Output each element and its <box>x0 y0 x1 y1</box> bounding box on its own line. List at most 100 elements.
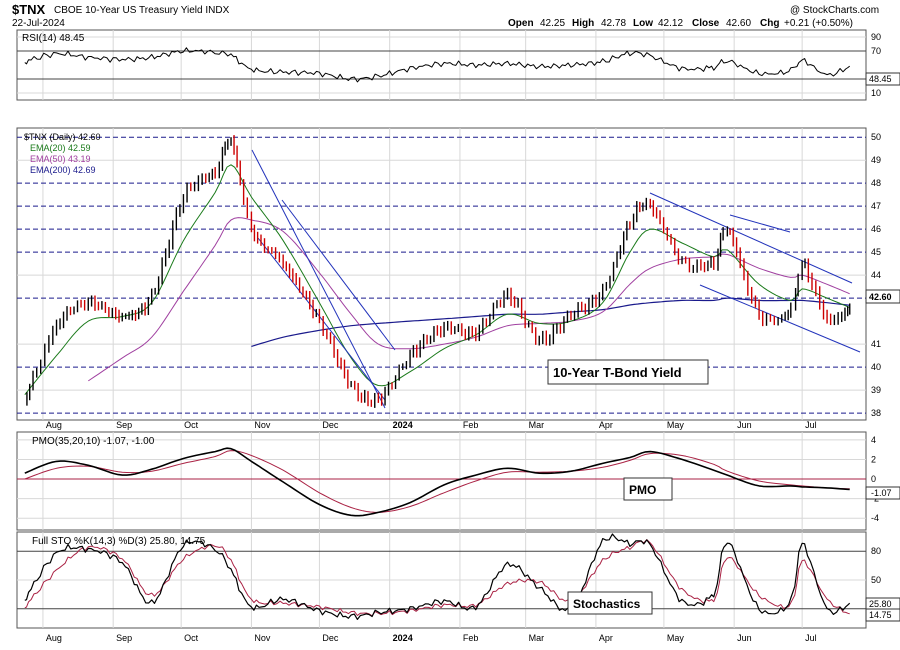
price-tick-label: 49 <box>871 155 881 165</box>
month-label: Oct <box>184 633 199 643</box>
month-label: Jun <box>737 633 752 643</box>
pmo-tick-label: 0 <box>871 474 876 484</box>
open-value: 42.25 <box>540 18 565 29</box>
month-label: Sep <box>116 420 132 430</box>
trend-line <box>257 237 386 401</box>
month-label: Dec <box>322 633 339 643</box>
high-label: High <box>572 18 594 29</box>
price-tick-label: 40 <box>871 362 881 372</box>
month-label: 2024 <box>393 420 413 430</box>
rsi-tick-label: 90 <box>871 32 881 42</box>
pmo-tick-label: -4 <box>871 513 879 523</box>
price-bars <box>26 135 851 408</box>
chg-value: +0.21 (+0.50%) <box>784 18 853 29</box>
close-label: Close <box>692 18 720 29</box>
rsi-label: RSI(14) 48.45 <box>22 33 85 44</box>
trend-line <box>729 214 791 233</box>
rsi-highlight-box <box>865 72 900 86</box>
price-tick-label: 41 <box>871 339 881 349</box>
month-label: Nov <box>254 633 271 643</box>
series-layer <box>24 47 861 621</box>
pmo-line <box>24 447 850 517</box>
legend-ema50: EMA(50) 43.19 <box>30 154 91 164</box>
price-highlight: 42.60 <box>869 292 892 302</box>
pmo-signal-line <box>24 450 850 513</box>
trend-line <box>699 284 861 353</box>
price-tick-label: 38 <box>871 408 881 418</box>
rsi-tick-label: 70 <box>871 46 881 56</box>
trend-line <box>649 192 853 284</box>
sto-annotation: Stochastics <box>573 597 641 611</box>
pmo-tick-label: 2 <box>871 454 876 464</box>
low-value: 42.12 <box>658 18 683 29</box>
high-value: 42.78 <box>601 18 626 29</box>
sto-tick-label: 80 <box>871 546 881 556</box>
legend-ema20: EMA(20) 42.59 <box>30 143 91 153</box>
month-label: Jul <box>805 633 817 643</box>
sto-d-highlight-box <box>865 608 900 622</box>
month-label: Aug <box>46 420 62 430</box>
price-panel-frame <box>16 127 867 421</box>
sto-k-highlight: 25.80 <box>869 599 892 609</box>
month-label: Dec <box>322 420 339 430</box>
month-label: 2024 <box>393 633 413 643</box>
ticker-symbol: $TNX <box>12 2 46 17</box>
price-tick-label: 48 <box>871 178 881 188</box>
month-label: Aug <box>46 633 62 643</box>
month-label: Feb <box>463 633 479 643</box>
gridlines <box>17 30 866 628</box>
copyright-text: @ StockCharts.com <box>790 5 879 16</box>
price-tick-label: 47 <box>871 201 881 211</box>
month-label: Jun <box>737 420 752 430</box>
low-label: Low <box>633 18 653 29</box>
legend-price: $TNX (Daily) 42.60 <box>24 132 101 142</box>
pmo-annotation-box <box>623 477 673 501</box>
ema200-line <box>251 297 850 347</box>
sto-d-highlight: 14.75 <box>869 610 892 620</box>
rsi-tick-label: 10 <box>871 88 881 98</box>
price-tick-label: 45 <box>871 247 881 257</box>
ema50-line <box>88 217 850 382</box>
sto-tick-label: 50 <box>871 575 881 585</box>
month-label: May <box>667 633 685 643</box>
price-annotation-box <box>547 359 709 385</box>
price-highlight-box <box>865 289 900 304</box>
pmo-highlight-box <box>865 486 900 500</box>
pmo-annotation: PMO <box>629 483 656 497</box>
price-tick-label: 46 <box>871 224 881 234</box>
price-tick-label: 39 <box>871 385 881 395</box>
price-tick-label: 50 <box>871 132 881 142</box>
open-label: Open <box>508 18 534 29</box>
rsi-line <box>24 47 851 83</box>
month-label: Nov <box>254 420 271 430</box>
legend-ema200: EMA(200) 42.69 <box>30 165 96 175</box>
sto-k-line <box>24 533 851 621</box>
trend-line <box>281 199 396 351</box>
sto-label: Full STO %K(14,3) %D(3) 25.80, 14.75 <box>32 536 206 547</box>
chart-date: 22-Jul-2024 <box>12 18 65 29</box>
month-label: Jul <box>805 420 817 430</box>
sto-annotation-box <box>567 591 653 615</box>
trend-line <box>251 149 386 409</box>
close-value: 42.60 <box>726 18 751 29</box>
month-label: Oct <box>184 420 199 430</box>
month-label: Mar <box>529 420 545 430</box>
month-label: Sep <box>116 633 132 643</box>
month-label: Apr <box>599 420 613 430</box>
ema20-line <box>24 164 850 396</box>
month-label: Apr <box>599 633 613 643</box>
month-label: Mar <box>529 633 545 643</box>
pmo-panel-frame <box>16 431 867 531</box>
month-label: Feb <box>463 420 479 430</box>
quote-line: Open 42.25 High 42.78 Low 42.12 Close 42… <box>508 18 853 29</box>
month-label: May <box>667 420 685 430</box>
rsi-panel-frame <box>16 29 867 101</box>
pmo-highlight: -1.07 <box>871 488 892 498</box>
pmo-label: PMO(35,20,10) -1.07, -1.00 <box>32 436 155 447</box>
pmo-tick-label: 4 <box>871 435 876 445</box>
ticker-name: CBOE 10-Year US Treasury Yield INDX <box>54 5 230 16</box>
price-legend: $TNX (Daily) 42.60 EMA(20) 42.59 EMA(50)… <box>24 132 101 175</box>
price-annotation: 10-Year T-Bond Yield <box>553 365 682 380</box>
rsi-highlight: 48.45 <box>869 74 892 84</box>
